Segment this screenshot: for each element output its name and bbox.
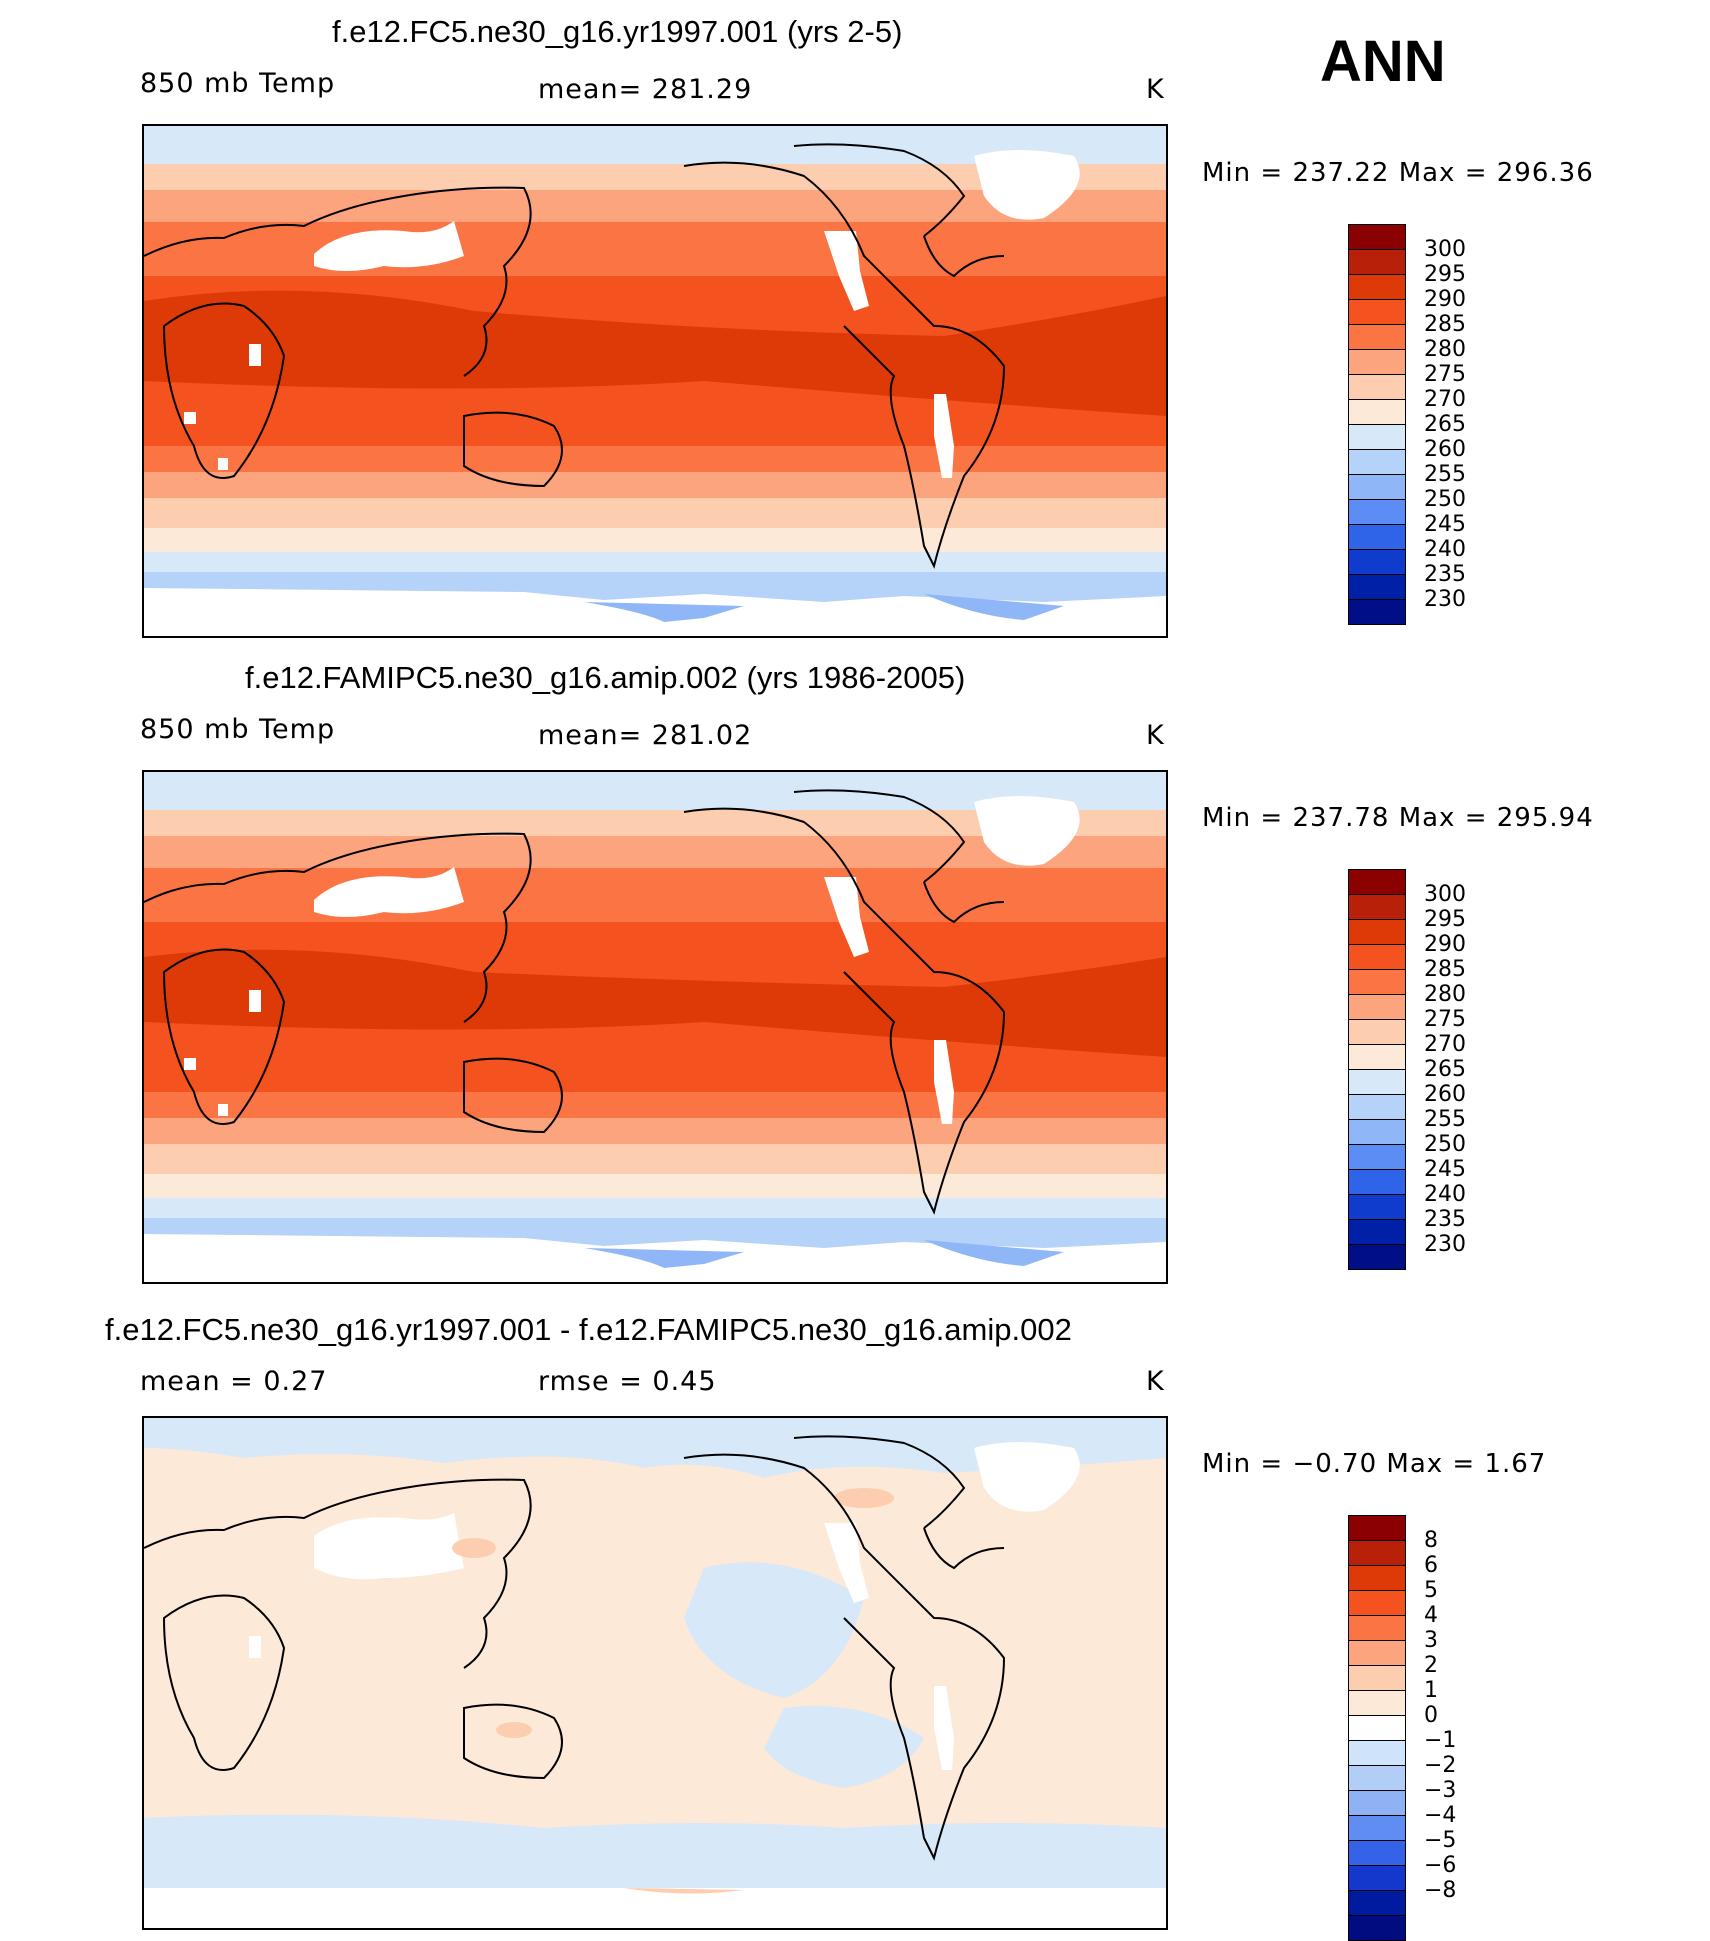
panel-1-colorbar-label: 285 [1424, 312, 1466, 337]
panel-3-colorbar-label: 0 [1424, 1703, 1438, 1728]
panel-3-colorbar-label: −1 [1424, 1728, 1457, 1753]
panel-2-colorbar-label: 245 [1424, 1157, 1466, 1182]
panel-3-map [142, 1416, 1168, 1930]
panel-2-mean-label: mean= 281.02 [538, 720, 753, 751]
panel-1-map [142, 124, 1168, 638]
panel-3-colorbar-label: −8 [1424, 1878, 1457, 1903]
panel-2-variable-label: 850 mb Temp [140, 714, 336, 745]
panel-1-colorbar-label: 255 [1424, 462, 1466, 487]
panel-3-colorbar-label: −6 [1424, 1853, 1457, 1878]
panel-1-colorbar-label: 275 [1424, 362, 1466, 387]
panel-2-colorbar-label: 250 [1424, 1132, 1466, 1157]
panel-1-title: f.e12.FC5.ne30_g16.yr1997.001 (yrs 2-5) [332, 14, 903, 49]
panel-1-mean-label: mean= 281.29 [538, 74, 753, 105]
panel-2-colorbar-label: 270 [1424, 1032, 1466, 1057]
panel-3-colorbar-label: −3 [1424, 1778, 1457, 1803]
panel-3-colorbar-label: −5 [1424, 1828, 1457, 1853]
panel-1-colorbar-label: 265 [1424, 412, 1466, 437]
panel-1-colorbar-label: 230 [1424, 587, 1466, 612]
panel-3-colorbar-label: 1 [1424, 1678, 1438, 1703]
panel-3-difference-field [144, 1418, 1166, 1928]
panel-1-units-label: K [1146, 74, 1165, 105]
panel-1-colorbar-label: 240 [1424, 537, 1466, 562]
panel-3-colorbar-label: 2 [1424, 1653, 1438, 1678]
panel-1-colorbar-label: 270 [1424, 387, 1466, 412]
panel-3-colorbar-label: −2 [1424, 1753, 1457, 1778]
panel-2-units-label: K [1146, 720, 1165, 751]
panel-1-colorbar-label: 235 [1424, 562, 1466, 587]
panel-1-variable-label: 850 mb Temp [140, 68, 336, 99]
panel-3-colorbar-label: 4 [1424, 1603, 1438, 1628]
panel-2-colorbar-label: 285 [1424, 957, 1466, 982]
panel-2-colorbar-label: 265 [1424, 1057, 1466, 1082]
panel-1-colorbar-label: 250 [1424, 487, 1466, 512]
panel-2-colorbar-label: 260 [1424, 1082, 1466, 1107]
panel-2-colorbar-label: 300 [1424, 882, 1466, 907]
season-label: ANN [1320, 29, 1446, 94]
panel-3-colorbar-label: −4 [1424, 1803, 1457, 1828]
panel-3-rmse-label: rmse = 0.45 [538, 1366, 717, 1397]
panel-2-minmax-label: Min = 237.78 Max = 295.94 [1202, 803, 1594, 833]
panel-1-colorbar-label: 300 [1424, 237, 1466, 262]
panel-1-minmax-label: Min = 237.22 Max = 296.36 [1202, 158, 1594, 188]
panel-2-colorbar-label: 290 [1424, 932, 1466, 957]
panel-2-title: f.e12.FAMIPC5.ne30_g16.amip.002 (yrs 198… [245, 660, 966, 695]
panel-3-colorbar-label: 5 [1424, 1578, 1438, 1603]
panel-1-colorbar-label: 295 [1424, 262, 1466, 287]
panel-3-colorbar-label: 3 [1424, 1628, 1438, 1653]
panel-2-map [142, 770, 1168, 1284]
panel-1-colorbar-label: 280 [1424, 337, 1466, 362]
panel-3-minmax-label: Min = −0.70 Max = 1.67 [1202, 1449, 1547, 1479]
panel-2-colorbar-label: 255 [1424, 1107, 1466, 1132]
panel-2-colorbar-label: 275 [1424, 1007, 1466, 1032]
panel-1-colorbar-label: 245 [1424, 512, 1466, 537]
panel-3-units-label: K [1146, 1366, 1165, 1397]
panel-1-colorbar-label: 290 [1424, 287, 1466, 312]
panel-2-colorbar-label: 280 [1424, 982, 1466, 1007]
panel-2-colorbar-label: 230 [1424, 1232, 1466, 1257]
panel-1-colorbar-label: 260 [1424, 437, 1466, 462]
panel-3-colorbar-label: 8 [1424, 1528, 1438, 1553]
panel-3-title: f.e12.FC5.ne30_g16.yr1997.001 - f.e12.FA… [105, 1312, 1072, 1347]
panel-3-colorbar-label: 6 [1424, 1553, 1438, 1578]
panel-3-mean-label: mean = 0.27 [140, 1366, 328, 1397]
panel-1-temperature-field [144, 126, 1166, 636]
panel-2-colorbar-label: 295 [1424, 907, 1466, 932]
panel-2-colorbar-label: 240 [1424, 1182, 1466, 1207]
panel-2-temperature-field [144, 772, 1166, 1282]
panel-2-colorbar-label: 235 [1424, 1207, 1466, 1232]
